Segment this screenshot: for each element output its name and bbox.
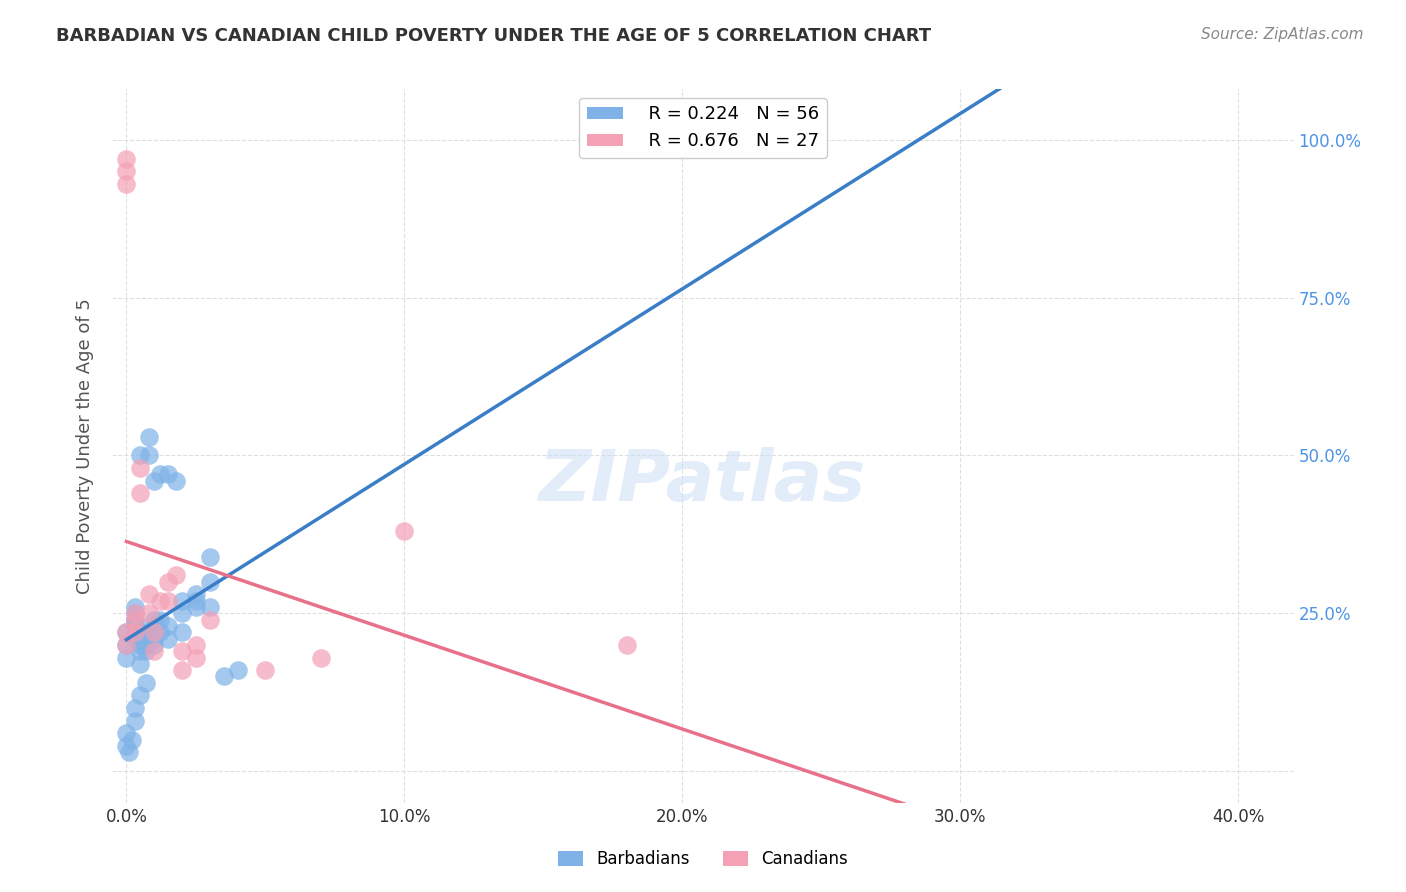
Point: [115, 177, 138, 191]
Point: [198, 574, 221, 589]
Point: [212, 669, 235, 683]
Point: [170, 663, 193, 677]
Text: ZIPatlas: ZIPatlas: [540, 447, 866, 516]
Legend:   R = 0.224   N = 56,   R = 0.676   N = 27: R = 0.224 N = 56, R = 0.676 N = 27: [579, 98, 827, 158]
Point: [254, 663, 277, 677]
Point: [124, 632, 146, 646]
Point: [143, 625, 166, 640]
Point: [129, 657, 152, 671]
Point: [115, 726, 138, 740]
Point: [124, 625, 146, 640]
Point: [115, 152, 138, 166]
Point: [184, 650, 207, 665]
Point: [143, 619, 166, 633]
Point: [124, 613, 146, 627]
Point: [143, 625, 166, 640]
Point: [115, 638, 138, 652]
Point: [198, 600, 221, 615]
Point: [170, 644, 193, 658]
Point: [149, 625, 172, 640]
Point: [129, 632, 152, 646]
Point: [135, 625, 157, 640]
Point: [135, 638, 157, 652]
Point: [184, 600, 207, 615]
Point: [198, 549, 221, 564]
Point: [149, 467, 172, 482]
Point: [124, 714, 146, 728]
Point: [138, 449, 160, 463]
Point: [184, 593, 207, 607]
Text: Source: ZipAtlas.com: Source: ZipAtlas.com: [1201, 27, 1364, 42]
Y-axis label: Child Poverty Under the Age of 5: Child Poverty Under the Age of 5: [76, 298, 94, 594]
Point: [115, 739, 138, 753]
Point: [170, 593, 193, 607]
Legend: Barbadians, Canadians: Barbadians, Canadians: [551, 844, 855, 875]
Point: [149, 613, 172, 627]
Point: [135, 632, 157, 646]
Point: [143, 632, 166, 646]
Point: [170, 607, 193, 621]
Text: BARBADIAN VS CANADIAN CHILD POVERTY UNDER THE AGE OF 5 CORRELATION CHART: BARBADIAN VS CANADIAN CHILD POVERTY UNDE…: [56, 27, 931, 45]
Point: [143, 638, 166, 652]
Point: [129, 625, 152, 640]
Point: [157, 593, 180, 607]
Point: [121, 732, 143, 747]
Point: [115, 625, 138, 640]
Point: [165, 568, 187, 582]
Point: [124, 600, 146, 615]
Point: [124, 619, 146, 633]
Point: [184, 587, 207, 601]
Point: [124, 625, 146, 640]
Point: [143, 644, 166, 658]
Point: [157, 574, 180, 589]
Point: [115, 638, 138, 652]
Point: [394, 524, 416, 539]
Point: [198, 613, 221, 627]
Point: [157, 632, 180, 646]
Point: [129, 689, 152, 703]
Point: [118, 745, 141, 759]
Point: [129, 449, 152, 463]
Point: [138, 607, 160, 621]
Point: [124, 607, 146, 621]
Point: [165, 474, 187, 488]
Point: [124, 613, 146, 627]
Point: [124, 625, 146, 640]
Point: [129, 644, 152, 658]
Point: [124, 701, 146, 715]
Point: [135, 644, 157, 658]
Point: [309, 650, 332, 665]
Point: [149, 593, 172, 607]
Point: [143, 613, 166, 627]
Point: [138, 429, 160, 443]
Point: [184, 638, 207, 652]
Point: [616, 638, 638, 652]
Point: [143, 474, 166, 488]
Point: [135, 675, 157, 690]
Point: [157, 467, 180, 482]
Point: [138, 587, 160, 601]
Point: [129, 486, 152, 500]
Point: [115, 650, 138, 665]
Point: [115, 164, 138, 178]
Point: [226, 663, 249, 677]
Point: [124, 613, 146, 627]
Point: [157, 619, 180, 633]
Point: [170, 625, 193, 640]
Point: [124, 607, 146, 621]
Point: [115, 625, 138, 640]
Point: [129, 638, 152, 652]
Point: [129, 461, 152, 475]
Point: [124, 619, 146, 633]
